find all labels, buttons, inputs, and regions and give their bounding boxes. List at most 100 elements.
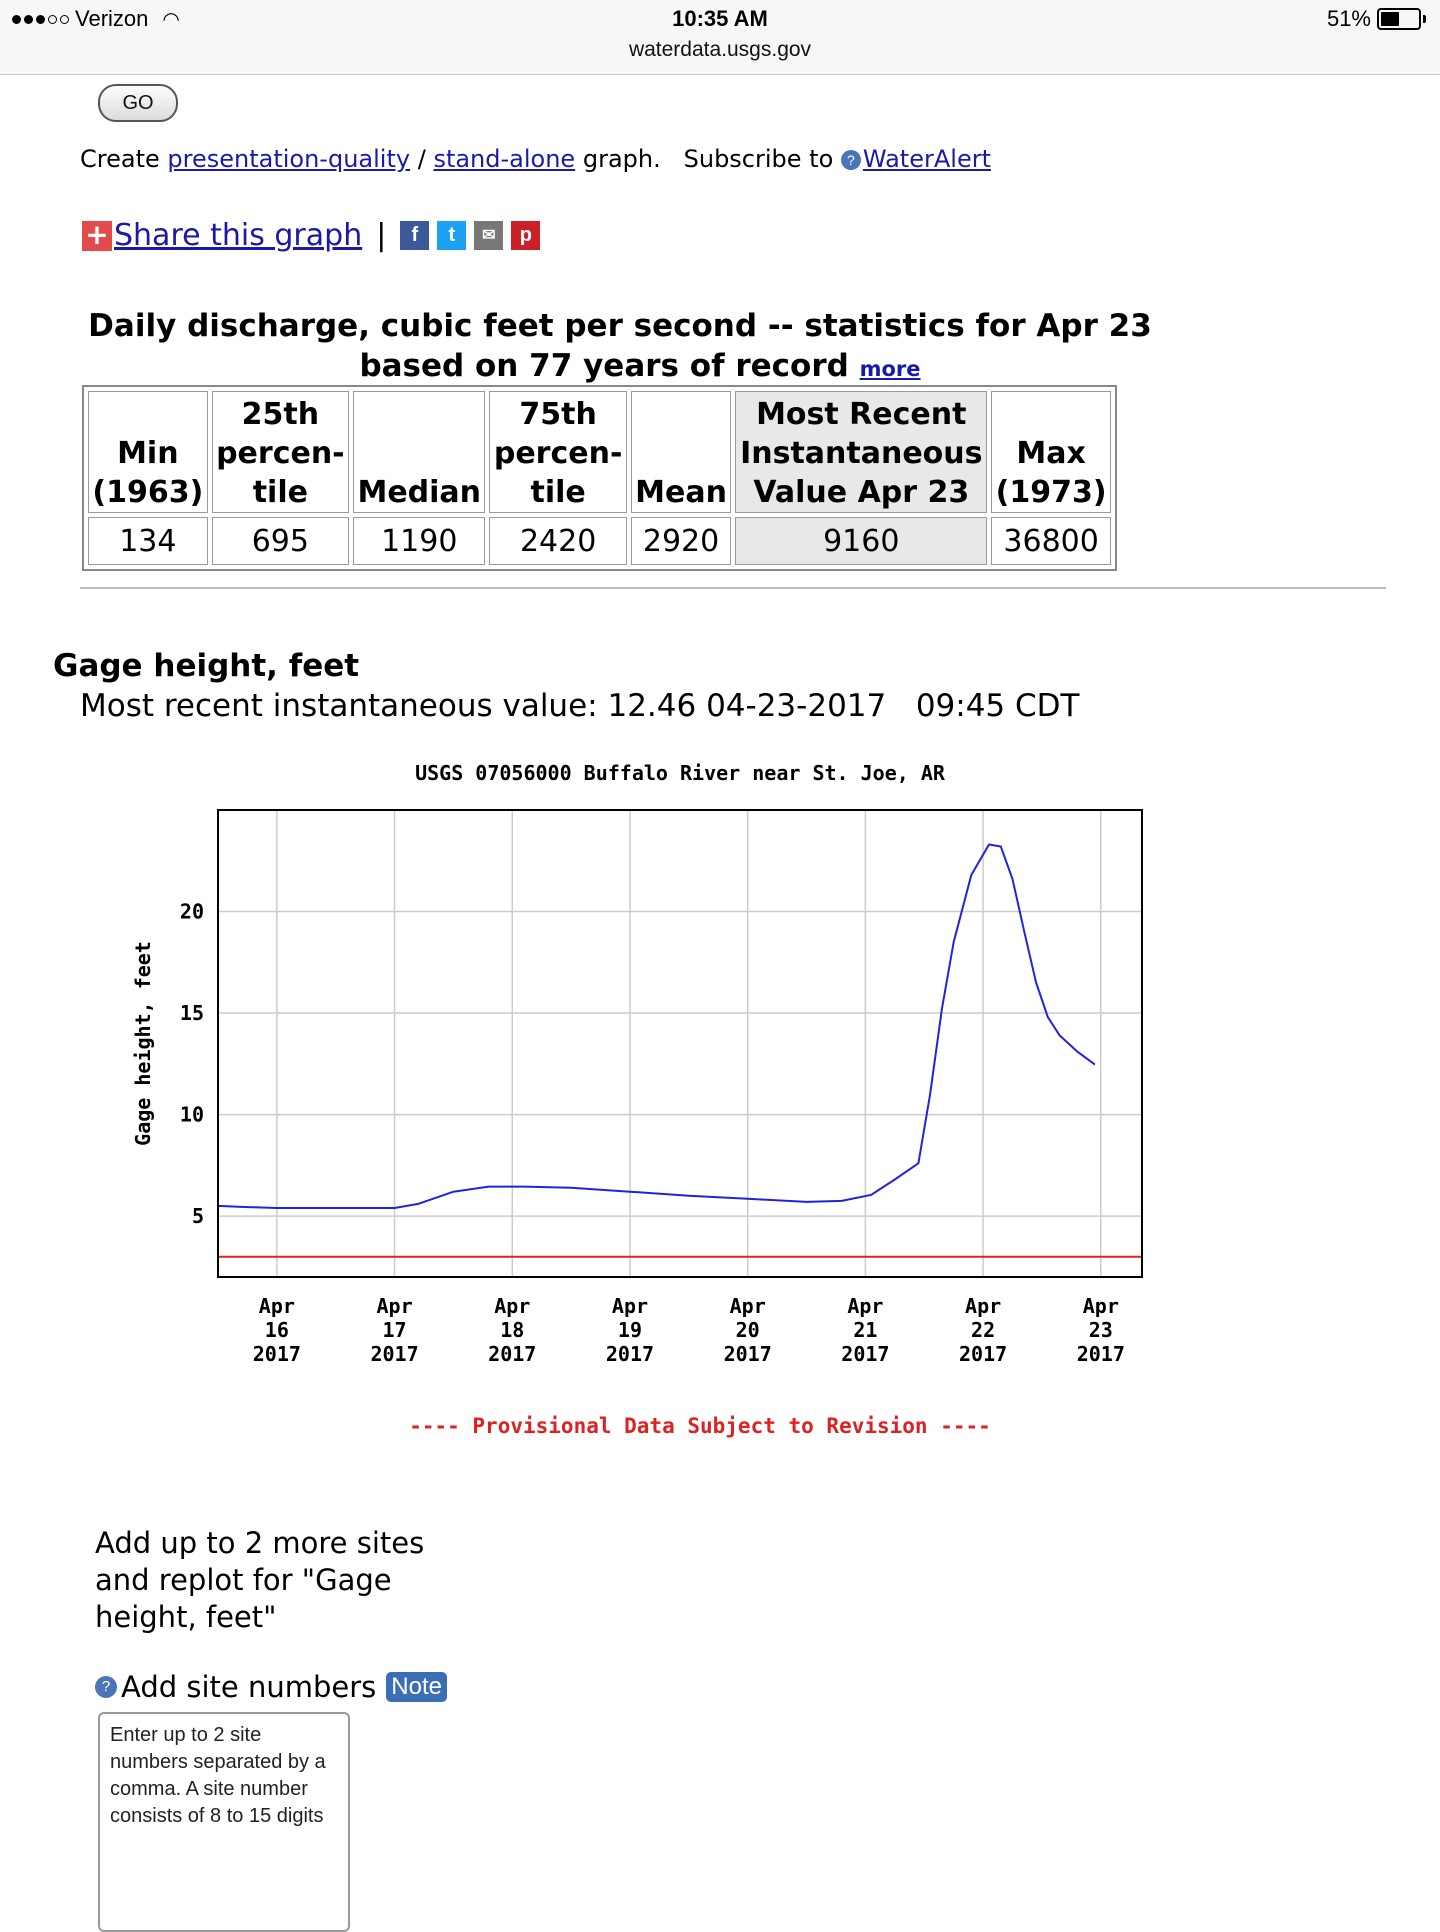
x-tick-label: 20	[736, 1318, 760, 1342]
recent-time: 09:45 CDT	[915, 688, 1080, 724]
gage-height-line	[217, 843, 1096, 1209]
pinterest-icon[interactable]: p	[511, 221, 541, 250]
y-tick-label: 20	[180, 900, 204, 924]
question-icon[interactable]: ?	[95, 1676, 117, 1698]
divider: |	[376, 218, 387, 253]
battery: 51%	[1327, 6, 1426, 32]
x-tick-label: 2017	[841, 1342, 889, 1366]
plus-icon[interactable]: +	[82, 220, 112, 251]
x-tick-label: 21	[853, 1318, 877, 1342]
share-graph-link[interactable]: Share this graph	[114, 218, 363, 253]
stats-header-cell: 75th percen-tile	[489, 391, 627, 513]
x-tick-label: 2017	[1077, 1342, 1125, 1366]
add-site-numbers-label: Add site numbers	[121, 1670, 377, 1704]
x-tick-label: Apr	[259, 1294, 295, 1318]
signal-icon	[12, 14, 69, 24]
stats-value-cell: 36800	[991, 517, 1111, 565]
stats-header-cell: Most Recent Instantaneous Value Apr 23	[735, 391, 988, 513]
plot-area	[218, 810, 1142, 1277]
chart-title: USGS 07056000 Buffalo River near St. Joe…	[415, 761, 946, 785]
carrier-name: Verizon	[75, 6, 149, 31]
create-prefix: Create	[80, 145, 160, 173]
stats-value-cell: 134	[88, 517, 208, 565]
x-tick-label: 2017	[253, 1342, 301, 1366]
x-tick-label: Apr	[612, 1294, 648, 1318]
add-sites-line: Add up to 2 more sites	[95, 1526, 425, 1560]
status-time: 10:35 AM	[672, 6, 768, 31]
stats-value-cell: 2920	[630, 517, 732, 565]
stats-header-cell: Max (1973)	[991, 391, 1111, 513]
stats-header-cell: Min (1963)	[88, 391, 208, 513]
create-graph-line: Create presentation-quality / stand-alon…	[80, 145, 991, 173]
x-tick-label: Apr	[965, 1294, 1001, 1318]
x-tick-label: 17	[383, 1318, 407, 1342]
x-tick-label: Apr	[494, 1294, 530, 1318]
stats-header-row: Min (1963) 25th percen-tile Median 75th percen…	[88, 391, 1111, 513]
x-tick-label: 23	[1089, 1318, 1113, 1342]
x-tick-label: 22	[971, 1318, 995, 1342]
y-axis-label: Gage height, feet	[131, 941, 155, 1146]
add-sites-line: and replot for "Gage	[95, 1563, 392, 1597]
y-tick-label: 10	[180, 1103, 204, 1127]
stand-alone-link[interactable]: stand-alone	[433, 145, 576, 173]
stats-header-cell: Median	[353, 391, 486, 513]
email-icon[interactable]: ✉	[474, 221, 504, 250]
provisional-note: ---- Provisional Data Subject to Revisio…	[409, 1414, 991, 1438]
share-line: + Share this graph | f t ✉ p	[82, 218, 548, 253]
x-tick-label: Apr	[730, 1294, 766, 1318]
gage-height-chart: USGS 07056000 Buffalo River near St. Joe…	[131, 761, 1143, 1438]
go-button[interactable]: GO	[98, 84, 178, 122]
y-tick-label: 5	[192, 1204, 204, 1228]
carrier: Verizon ◠	[12, 6, 180, 32]
question-icon[interactable]: ?	[840, 150, 861, 170]
battery-icon	[1377, 8, 1421, 30]
recent-label: Most recent instantaneous value:	[80, 688, 598, 724]
stats-value-cell: 2420	[489, 517, 627, 565]
x-tick-label: 16	[265, 1318, 289, 1342]
gage-recent: Most recent instantaneous value: 12.46 0…	[80, 688, 1079, 724]
recent-value: 12.46	[607, 688, 697, 724]
x-tick-label: 2017	[370, 1342, 418, 1366]
stats-table: Min (1963) 25th percen-tile Median 75th percen…	[82, 385, 1117, 571]
x-tick-label: 2017	[488, 1342, 536, 1366]
wateralert-link[interactable]: WaterAlert	[862, 145, 991, 173]
stats-title-line1: Daily discharge, cubic feet per second -…	[88, 308, 1152, 344]
x-tick-label: 2017	[606, 1342, 654, 1366]
y-tick-label: 15	[180, 1001, 204, 1025]
x-tick-label: 2017	[959, 1342, 1007, 1366]
add-sites-text: Add up to 2 more sites and replot for "Ga…	[95, 1525, 424, 1636]
x-tick-label: Apr	[1083, 1294, 1119, 1318]
status-bar: Verizon ◠ 10:35 AM waterdata.usgs.gov 51…	[0, 0, 1440, 75]
more-link[interactable]: more	[859, 357, 921, 381]
gage-title: Gage height, feet	[53, 648, 360, 684]
site-numbers-input[interactable]	[98, 1712, 350, 1932]
wifi-icon: ◠	[162, 8, 180, 31]
facebook-icon[interactable]: f	[400, 221, 430, 250]
create-sep: /	[417, 145, 426, 173]
stats-header-cell: Mean	[630, 391, 732, 513]
add-site-label: ? Add site numbers Note	[95, 1670, 447, 1704]
stats-value-cell: 1190	[353, 517, 486, 565]
stats-header-cell: 25th percen-tile	[211, 391, 350, 513]
presentation-quality-link[interactable]: presentation-quality	[167, 145, 411, 173]
x-tick-label: Apr	[847, 1294, 883, 1318]
plot-frame	[217, 809, 1143, 1278]
stats-subtitle: based on 77 years of record	[359, 348, 849, 384]
stats-value-cell: 695	[211, 517, 350, 565]
divider-line	[80, 587, 1386, 589]
stats-title: Daily discharge, cubic feet per second -…	[60, 306, 1180, 389]
twitter-icon[interactable]: t	[437, 221, 467, 250]
x-tick-label: 18	[500, 1318, 524, 1342]
x-tick-label: Apr	[376, 1294, 412, 1318]
add-sites-line: height, feet"	[95, 1600, 277, 1634]
battery-percent: 51%	[1326, 6, 1371, 31]
stats-value-row: 134 695 1190 2420 2920 9160 36800	[88, 517, 1111, 565]
x-tick-label: 2017	[724, 1342, 772, 1366]
recent-date: 04-23-2017	[706, 688, 887, 724]
create-suffix: graph.	[582, 145, 661, 173]
x-tick-label: 19	[618, 1318, 642, 1342]
subscribe-text: Subscribe to	[683, 145, 834, 173]
note-button[interactable]: Note	[386, 1672, 447, 1702]
stats-value-cell: 9160	[735, 517, 988, 565]
address-bar[interactable]: waterdata.usgs.gov	[628, 38, 812, 61]
